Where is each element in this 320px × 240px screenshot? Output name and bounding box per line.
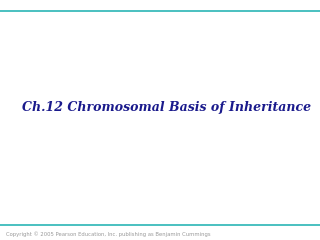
Text: Ch.12 Chromosomal Basis of Inheritance: Ch.12 Chromosomal Basis of Inheritance [22, 102, 312, 114]
Text: Copyright © 2005 Pearson Education, Inc. publishing as Benjamin Cummings: Copyright © 2005 Pearson Education, Inc.… [6, 232, 211, 237]
